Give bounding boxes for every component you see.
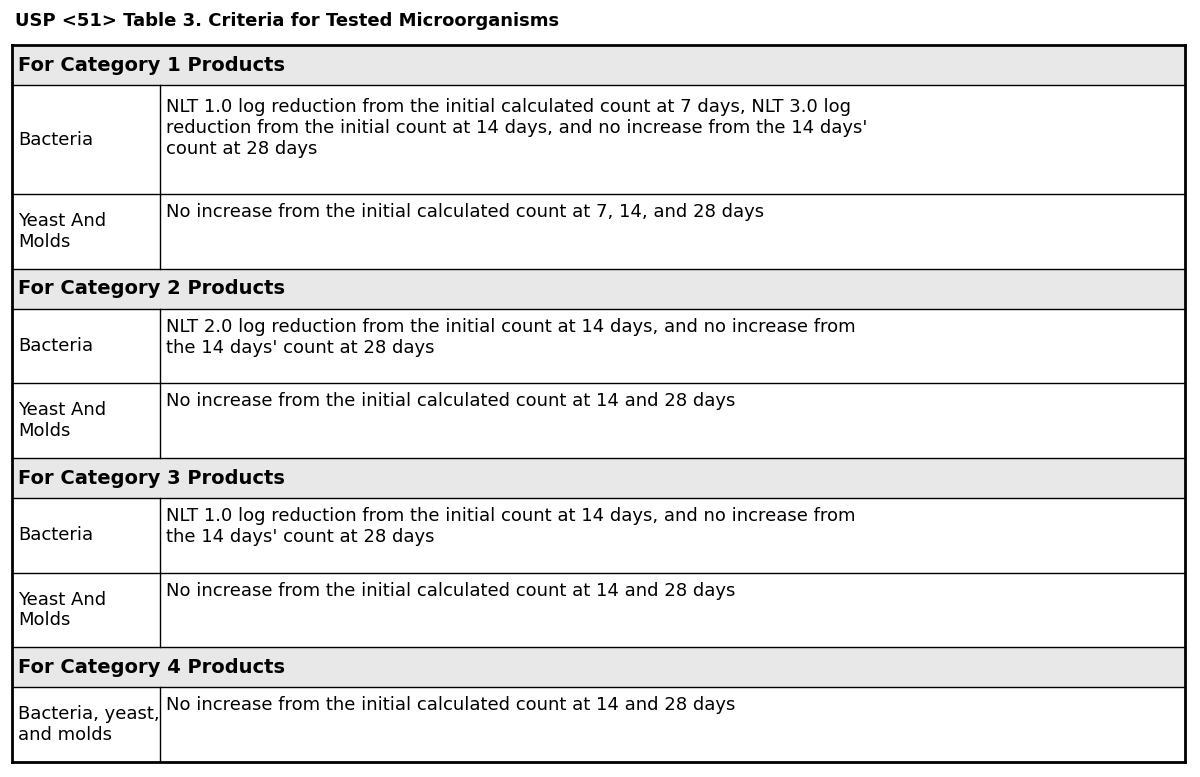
Bar — [12, 269, 1186, 308]
Text: No increase from the initial calculated count at 14 and 28 days: No increase from the initial calculated … — [166, 392, 736, 410]
Bar — [12, 45, 1186, 85]
Text: Bacteria: Bacteria — [18, 337, 94, 355]
Text: NLT 2.0 log reduction from the initial count at 14 days, and no increase from
th: NLT 2.0 log reduction from the initial c… — [166, 318, 856, 357]
Bar — [12, 688, 160, 762]
Text: No increase from the initial calculated count at 14 and 28 days: No increase from the initial calculated … — [166, 696, 736, 714]
Bar — [160, 383, 1186, 458]
Text: Bacteria: Bacteria — [18, 131, 94, 148]
Text: Yeast And
Molds: Yeast And Molds — [18, 591, 106, 629]
Text: For Category 2 Products: For Category 2 Products — [18, 279, 286, 298]
Bar — [12, 383, 160, 458]
Text: Bacteria, yeast,
and molds: Bacteria, yeast, and molds — [18, 706, 160, 744]
Text: Yeast And
Molds: Yeast And Molds — [18, 212, 106, 251]
Bar — [12, 85, 160, 194]
Text: For Category 3 Products: For Category 3 Products — [18, 469, 284, 488]
Text: No increase from the initial calculated count at 7, 14, and 28 days: No increase from the initial calculated … — [166, 203, 764, 221]
Text: NLT 1.0 log reduction from the initial count at 14 days, and no increase from
th: NLT 1.0 log reduction from the initial c… — [166, 507, 856, 546]
Bar — [12, 194, 160, 269]
Bar — [12, 573, 160, 647]
Bar — [12, 647, 1186, 688]
Text: NLT 1.0 log reduction from the initial calculated count at 7 days, NLT 3.0 log
r: NLT 1.0 log reduction from the initial c… — [166, 98, 868, 158]
Bar — [12, 498, 160, 573]
Bar — [160, 688, 1186, 762]
Bar — [160, 194, 1186, 269]
Bar — [12, 308, 160, 383]
Text: USP <51> Table 3. Criteria for Tested Microorganisms: USP <51> Table 3. Criteria for Tested Mi… — [14, 12, 559, 30]
Bar — [160, 85, 1186, 194]
Bar — [160, 308, 1186, 383]
Text: No increase from the initial calculated count at 14 and 28 days: No increase from the initial calculated … — [166, 582, 736, 600]
Bar — [12, 458, 1186, 498]
Bar — [160, 498, 1186, 573]
Text: Yeast And
Molds: Yeast And Molds — [18, 401, 106, 440]
Text: For Category 4 Products: For Category 4 Products — [18, 658, 286, 677]
Text: For Category 1 Products: For Category 1 Products — [18, 56, 286, 75]
Bar — [160, 573, 1186, 647]
Text: Bacteria: Bacteria — [18, 527, 94, 545]
